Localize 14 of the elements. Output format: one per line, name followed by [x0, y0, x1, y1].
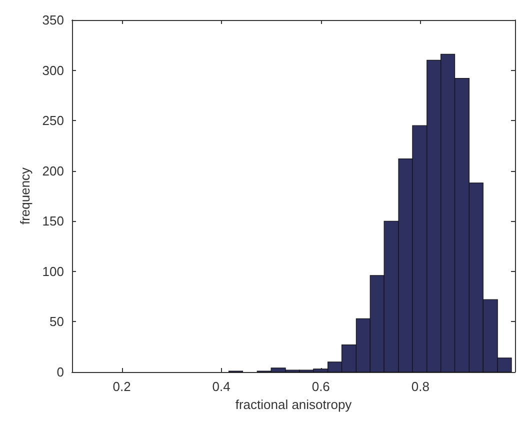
- y-tick-label: 200: [42, 163, 64, 178]
- y-tick-label: 350: [42, 12, 64, 28]
- y-tick-label: 50: [50, 314, 64, 330]
- x-tick-label: 0.2: [112, 379, 131, 394]
- x-tick-label: 0.6: [312, 379, 330, 394]
- x-tick-label: 0.4: [212, 379, 230, 394]
- y-tick-label: 300: [42, 62, 64, 78]
- y-axis-title: frequency: [17, 166, 32, 225]
- y-tick-label: 0: [56, 364, 64, 380]
- y-tick-label: 250: [42, 113, 64, 128]
- y-tick-label: 150: [42, 214, 64, 229]
- x-tick-label: 0.8: [411, 379, 430, 394]
- x-axis-title: fractional anisotropy: [235, 396, 352, 412]
- y-tick-label: 100: [42, 264, 64, 279]
